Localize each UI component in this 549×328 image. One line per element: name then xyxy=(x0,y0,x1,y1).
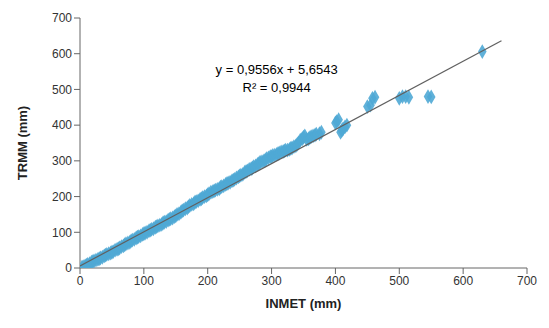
svg-text:0: 0 xyxy=(77,274,84,288)
html-text:R² = 0,9944: R² = 0,9944 xyxy=(242,79,311,95)
svg-text:INMET (mm): INMET (mm) xyxy=(266,296,342,311)
svg-text:TRMM (mm): TRMM (mm) xyxy=(15,106,30,180)
svg-text:400: 400 xyxy=(325,274,345,288)
svg-text:500: 500 xyxy=(52,83,72,97)
svg-text:700: 700 xyxy=(517,274,537,288)
svg-text:700: 700 xyxy=(52,11,72,25)
svg-text:500: 500 xyxy=(389,274,409,288)
svg-text:200: 200 xyxy=(198,274,218,288)
svg-text:300: 300 xyxy=(262,274,282,288)
svg-text:100: 100 xyxy=(52,226,72,240)
svg-text:600: 600 xyxy=(52,47,72,61)
svg-text:200: 200 xyxy=(52,190,72,204)
svg-text:300: 300 xyxy=(52,154,72,168)
svg-text:0: 0 xyxy=(65,261,72,275)
svg-text:100: 100 xyxy=(134,274,154,288)
svg-text:600: 600 xyxy=(453,274,473,288)
svg-text:400: 400 xyxy=(52,118,72,132)
html-text:y = 0,9556x + 5,6543: y = 0,9556x + 5,6543 xyxy=(215,61,338,77)
